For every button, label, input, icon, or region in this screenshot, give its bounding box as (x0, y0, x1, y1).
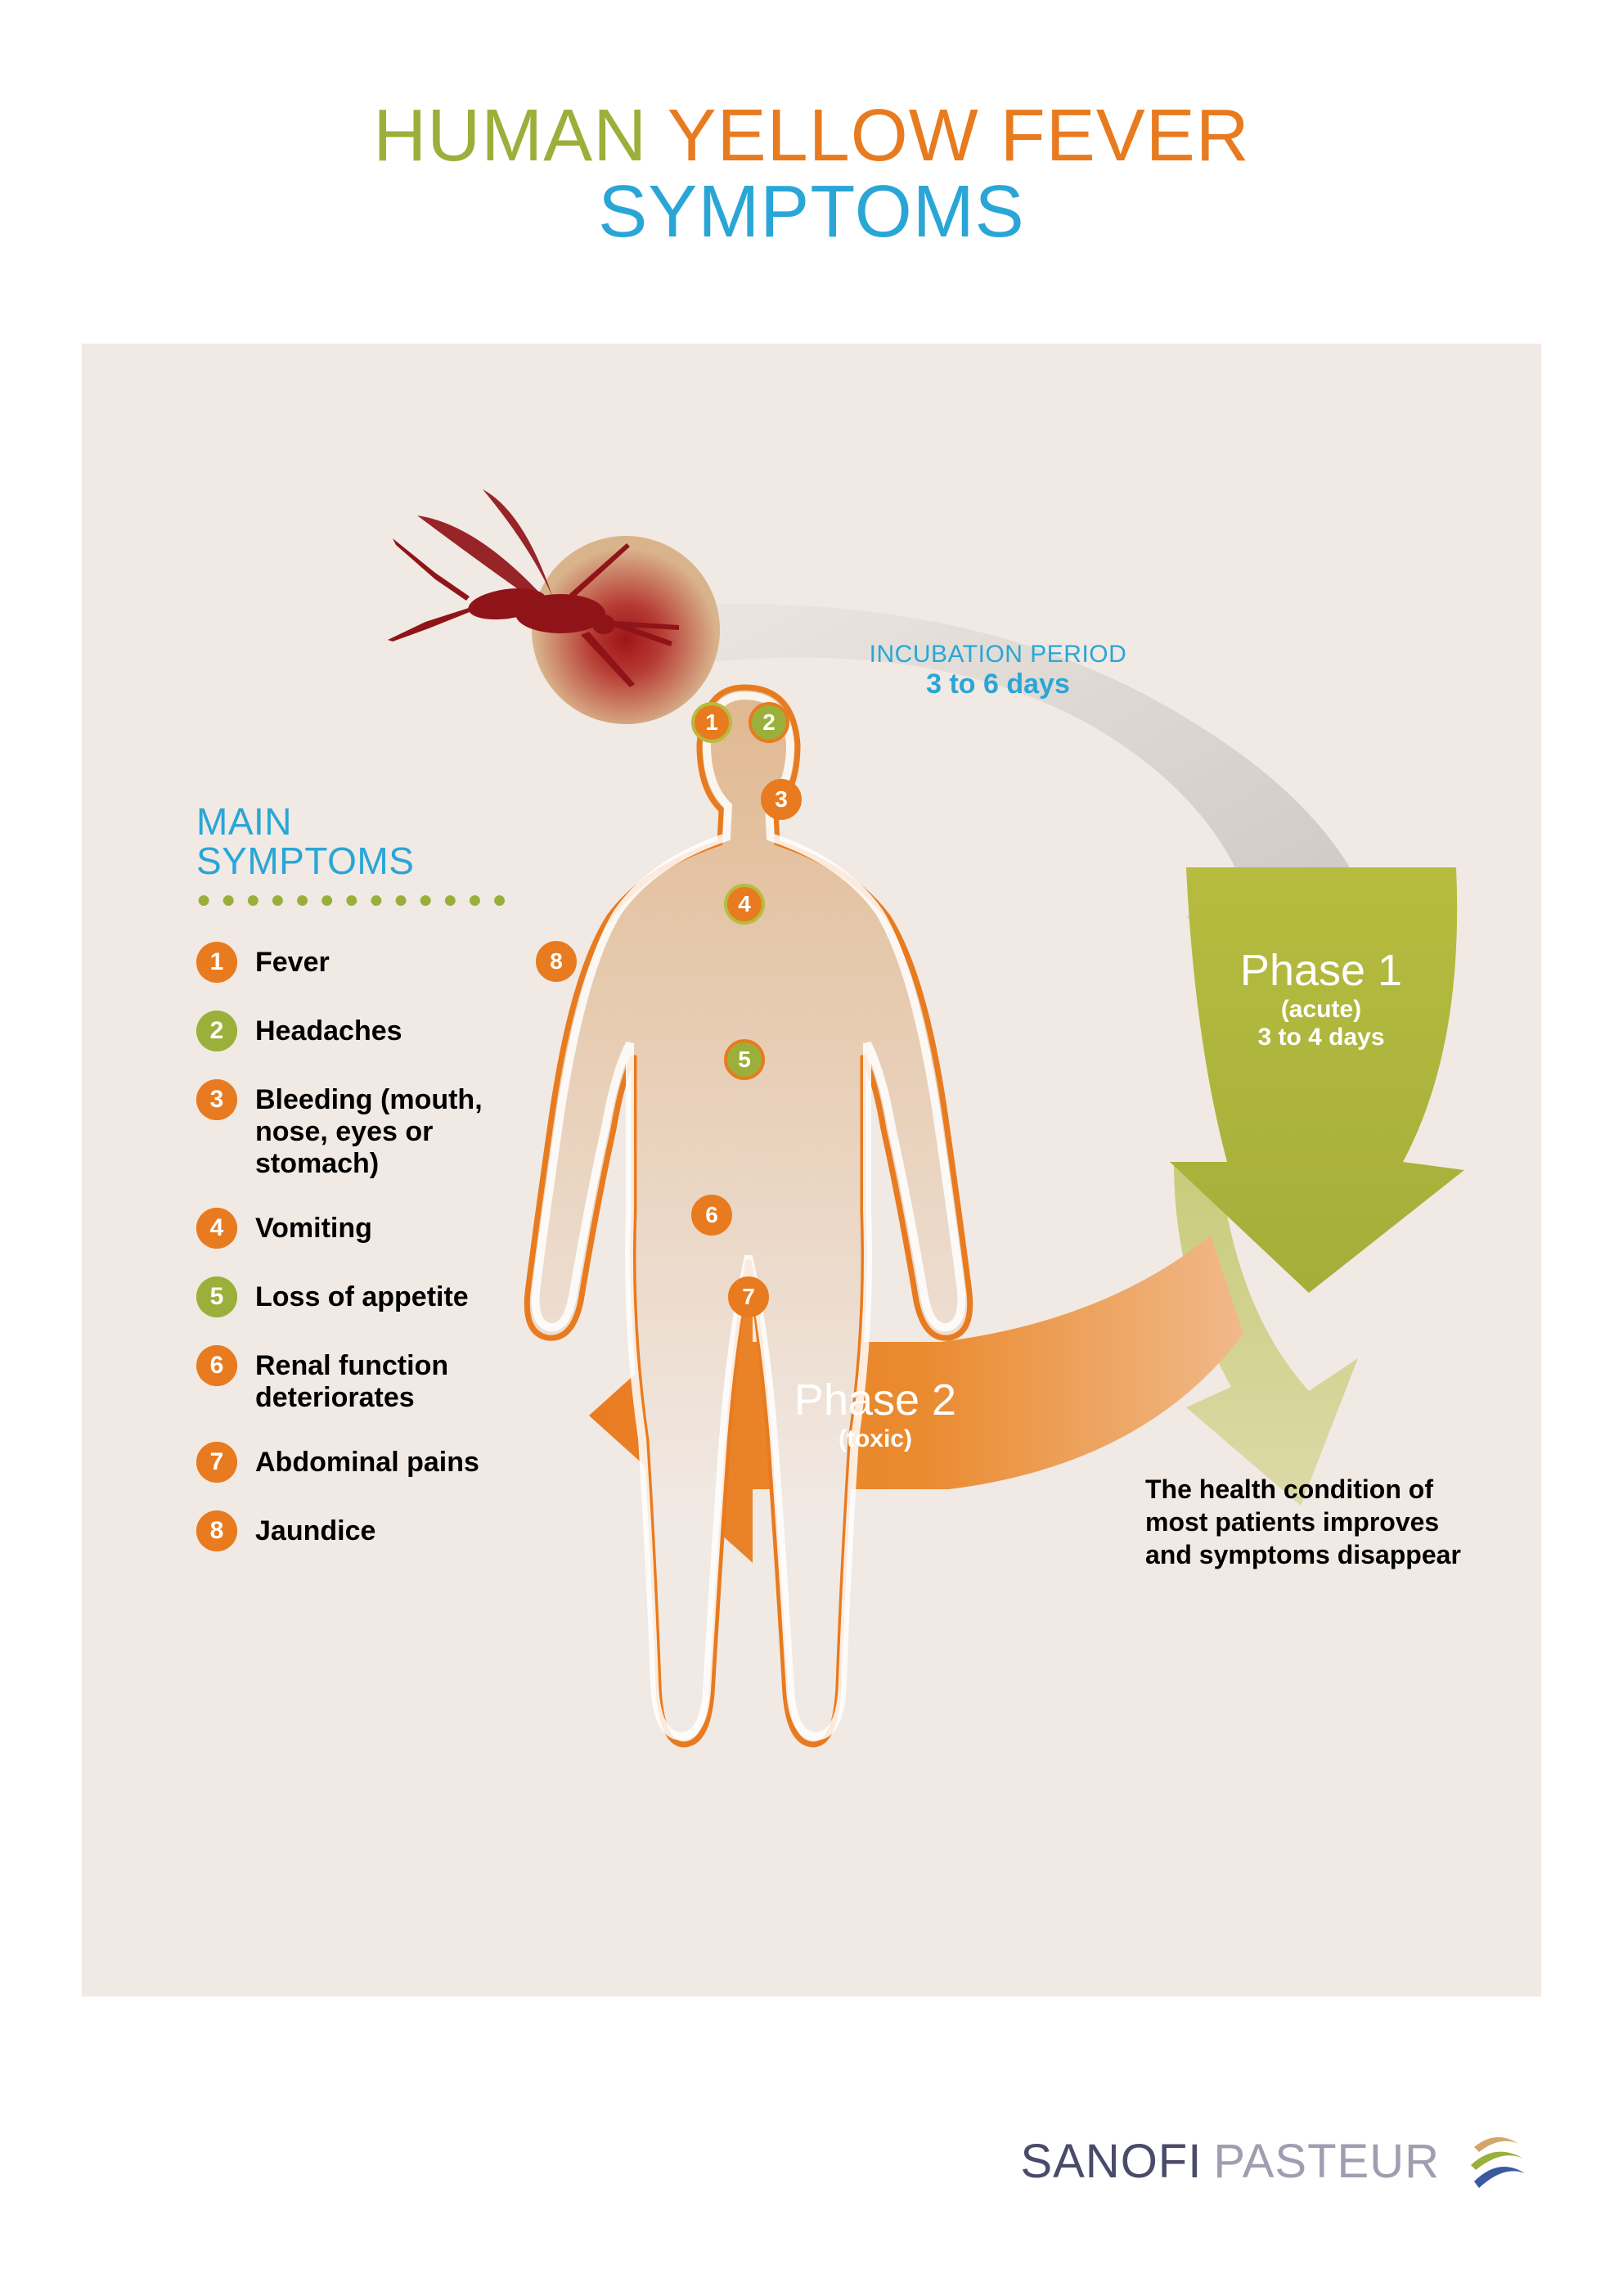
phase2-title: Phase 2 (761, 1375, 990, 1425)
phase1-title: Phase 1 (1203, 945, 1440, 996)
incubation-duration: 3 to 6 days (867, 669, 1129, 700)
symptoms-header-line2: SYMPTOMS (196, 840, 414, 882)
title-word-1: HUMAN (373, 95, 647, 177)
symptoms-block: MAIN SYMPTOMS ●●●●●●●●●●●●● 1 Fever 2 Heada… (196, 802, 548, 1579)
body-marker: 1 (691, 702, 732, 743)
symptom-item: 7 Abdominal pains (196, 1442, 548, 1483)
infographic-panel: INCUBATION PERIOD 3 to 6 days Phase 1 (a… (82, 344, 1541, 1997)
incubation-title: INCUBATION PERIOD (867, 641, 1129, 669)
incubation-label: INCUBATION PERIOD 3 to 6 days (867, 641, 1129, 700)
phase2-subtitle: (toxic) (761, 1425, 990, 1453)
symptoms-list: 1 Fever 2 Headaches 3 Bleeding (mouth, nose, … (196, 942, 548, 1551)
footer-logo: SANOFI PASTEUR (1020, 2124, 1533, 2198)
body-marker: 2 (749, 702, 789, 743)
brand-word-2: PASTEUR (1213, 2134, 1440, 2189)
symptom-label: Renal function deteriorates (255, 1345, 548, 1414)
symptom-label: Bleeding (mouth, nose, eyes or stomach) (255, 1079, 548, 1180)
symptom-item: 8 Jaundice (196, 1510, 548, 1551)
symptom-label: Abdominal pains (255, 1442, 479, 1479)
symptom-item: 4 Vomiting (196, 1208, 548, 1249)
body-marker: 5 (724, 1039, 765, 1080)
symptom-item: 6 Renal function deteriorates (196, 1345, 548, 1414)
symptom-badge: 2 (196, 1011, 237, 1051)
symptoms-header-line1: MAIN (196, 800, 292, 843)
symptom-label: Fever (255, 942, 330, 979)
phase1-duration: 3 to 4 days (1203, 1024, 1440, 1051)
symptom-badge: 5 (196, 1276, 237, 1317)
dots-divider: ●●●●●●●●●●●●● (196, 886, 548, 914)
symptom-badge: 7 (196, 1442, 237, 1483)
body-marker: 8 (536, 941, 577, 982)
body-marker: 7 (728, 1276, 769, 1317)
body-marker: 4 (724, 884, 765, 925)
symptom-label: Headaches (255, 1011, 402, 1047)
symptom-badge: 3 (196, 1079, 237, 1120)
symptom-label: Loss of appetite (255, 1276, 469, 1313)
symptom-label: Jaundice (255, 1510, 375, 1547)
symptom-badge: 6 (196, 1345, 237, 1386)
title-word-3: SYMPTOMS (598, 171, 1024, 253)
symptom-item: 1 Fever (196, 942, 548, 983)
mosquito-icon (384, 475, 728, 736)
symptom-item: 3 Bleeding (mouth, nose, eyes or stomach) (196, 1079, 548, 1180)
page-title: HUMAN YELLOW FEVER SYMPTOMS (0, 0, 1623, 254)
human-body (527, 687, 969, 1745)
symptom-badge: 4 (196, 1208, 237, 1249)
brand-word-1: SANOFI (1020, 2134, 1202, 2189)
symptoms-header: MAIN SYMPTOMS (196, 802, 548, 881)
brand-mark-icon (1459, 2124, 1533, 2198)
phase1-label: Phase 1 (acute) 3 to 4 days (1203, 945, 1440, 1051)
body-marker: 3 (761, 779, 802, 820)
symptom-item: 5 Loss of appetite (196, 1276, 548, 1317)
symptom-badge: 1 (196, 942, 237, 983)
phase2-label: Phase 2 (toxic) (761, 1375, 990, 1453)
symptom-label: Vomiting (255, 1208, 372, 1245)
symptom-item: 2 Headaches (196, 1011, 548, 1051)
title-word-2: YELLOW FEVER (668, 95, 1250, 177)
improvement-text: The health condition of most patients im… (1145, 1473, 1489, 1571)
phase1-subtitle: (acute) (1203, 996, 1440, 1024)
body-marker: 6 (691, 1195, 732, 1236)
symptom-badge: 8 (196, 1510, 237, 1551)
